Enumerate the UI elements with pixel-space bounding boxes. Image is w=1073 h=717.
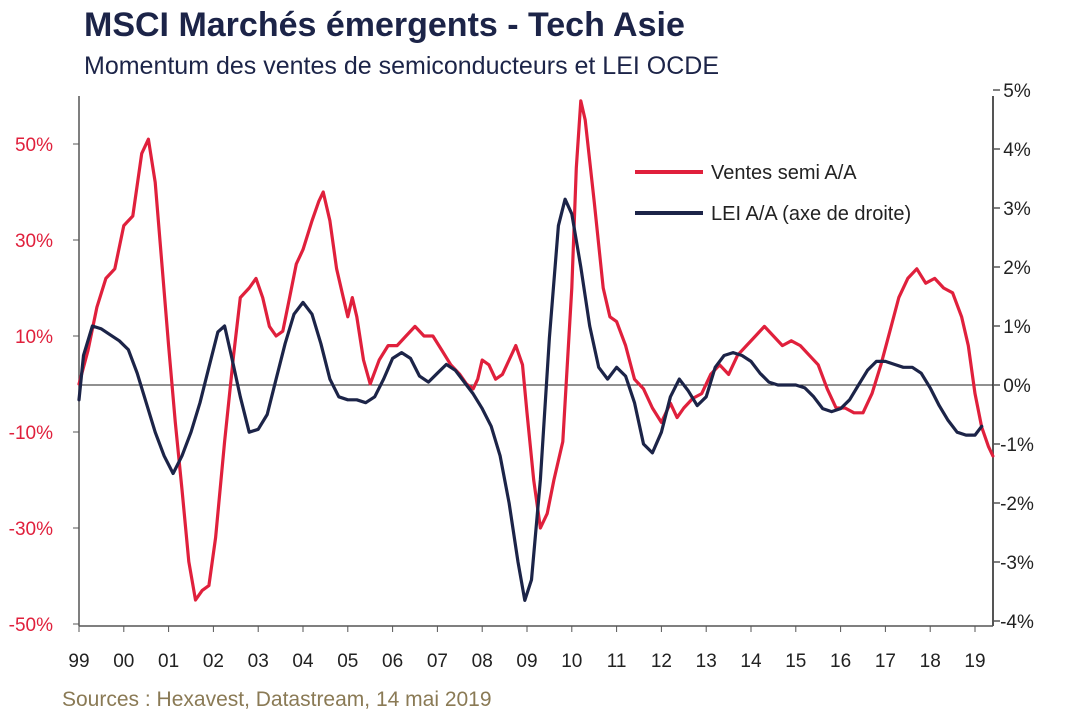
x-tick-label: 09 bbox=[516, 651, 537, 672]
source-note: Sources : Hexavest, Datastream, 14 mai 2… bbox=[62, 688, 492, 711]
left-tick-label: -30% bbox=[9, 519, 53, 540]
left-tick-label: -10% bbox=[9, 423, 53, 444]
x-tick-label: 10 bbox=[561, 651, 582, 672]
right-tick-label: -1% bbox=[1000, 435, 1034, 456]
x-tick-label: 06 bbox=[382, 651, 403, 672]
right-tick-label: 3% bbox=[1003, 199, 1031, 220]
x-tick-label: 00 bbox=[113, 651, 134, 672]
right-tick-label: 4% bbox=[1003, 140, 1031, 161]
x-tick-label: 08 bbox=[472, 651, 493, 672]
x-tick-label: 07 bbox=[427, 651, 448, 672]
x-tick-label: 12 bbox=[651, 651, 672, 672]
chart-canvas: 50% 30% 10% -10% -30% -50% 5% 4% 3% 2% 1% 0% -1% -2% -… bbox=[9, 81, 1034, 672]
right-tick-label: -3% bbox=[1000, 553, 1034, 574]
x-tick-label: 11 bbox=[607, 651, 627, 672]
x-tick-label: 14 bbox=[740, 651, 762, 672]
x-tick-label: 19 bbox=[964, 651, 985, 672]
right-tick-label: 5% bbox=[1003, 81, 1031, 102]
x-tick-label: 01 bbox=[158, 651, 179, 672]
legend-label-lei: LEI A/A (axe de droite) bbox=[711, 203, 911, 225]
x-tick-label: 15 bbox=[785, 651, 806, 672]
x-tick-label: 04 bbox=[292, 651, 314, 672]
left-tick-label: 30% bbox=[15, 231, 53, 252]
right-tick-label: 0% bbox=[1003, 376, 1031, 397]
right-tick-label: 1% bbox=[1003, 317, 1031, 338]
series-line-semi bbox=[77, 99, 995, 602]
x-tick-label: 18 bbox=[920, 651, 941, 672]
series-layer bbox=[77, 99, 995, 602]
right-tick-label: -2% bbox=[1000, 494, 1034, 515]
left-tick-label: 10% bbox=[15, 327, 53, 348]
legend-label-semi: Ventes semi A/A bbox=[711, 162, 857, 184]
x-tick-label: 16 bbox=[830, 651, 851, 672]
left-tick-label: -50% bbox=[9, 615, 53, 636]
left-tick-label: 50% bbox=[15, 135, 53, 156]
x-tick-label: 99 bbox=[68, 651, 89, 672]
legend: Ventes semi A/A LEI A/A (axe de droite) bbox=[635, 162, 911, 225]
chart-title: MSCI Marchés émergents - Tech Asie bbox=[84, 6, 685, 44]
right-tick-label: 2% bbox=[1003, 258, 1031, 279]
x-tick-label: 17 bbox=[875, 651, 896, 672]
x-tick-label: 13 bbox=[696, 651, 717, 672]
x-tick-label: 05 bbox=[337, 651, 358, 672]
axes-layer: 50% 30% 10% -10% -30% -50% 5% 4% 3% 2% 1% 0% -1% -2% -… bbox=[9, 81, 1034, 672]
right-tick-label: -4% bbox=[1000, 612, 1034, 633]
x-tick-label: 02 bbox=[203, 651, 224, 672]
x-tick-label: 03 bbox=[248, 651, 269, 672]
chart-subtitle: Momentum des ventes de semiconducteurs e… bbox=[84, 52, 720, 80]
series-line-lei bbox=[77, 197, 984, 602]
